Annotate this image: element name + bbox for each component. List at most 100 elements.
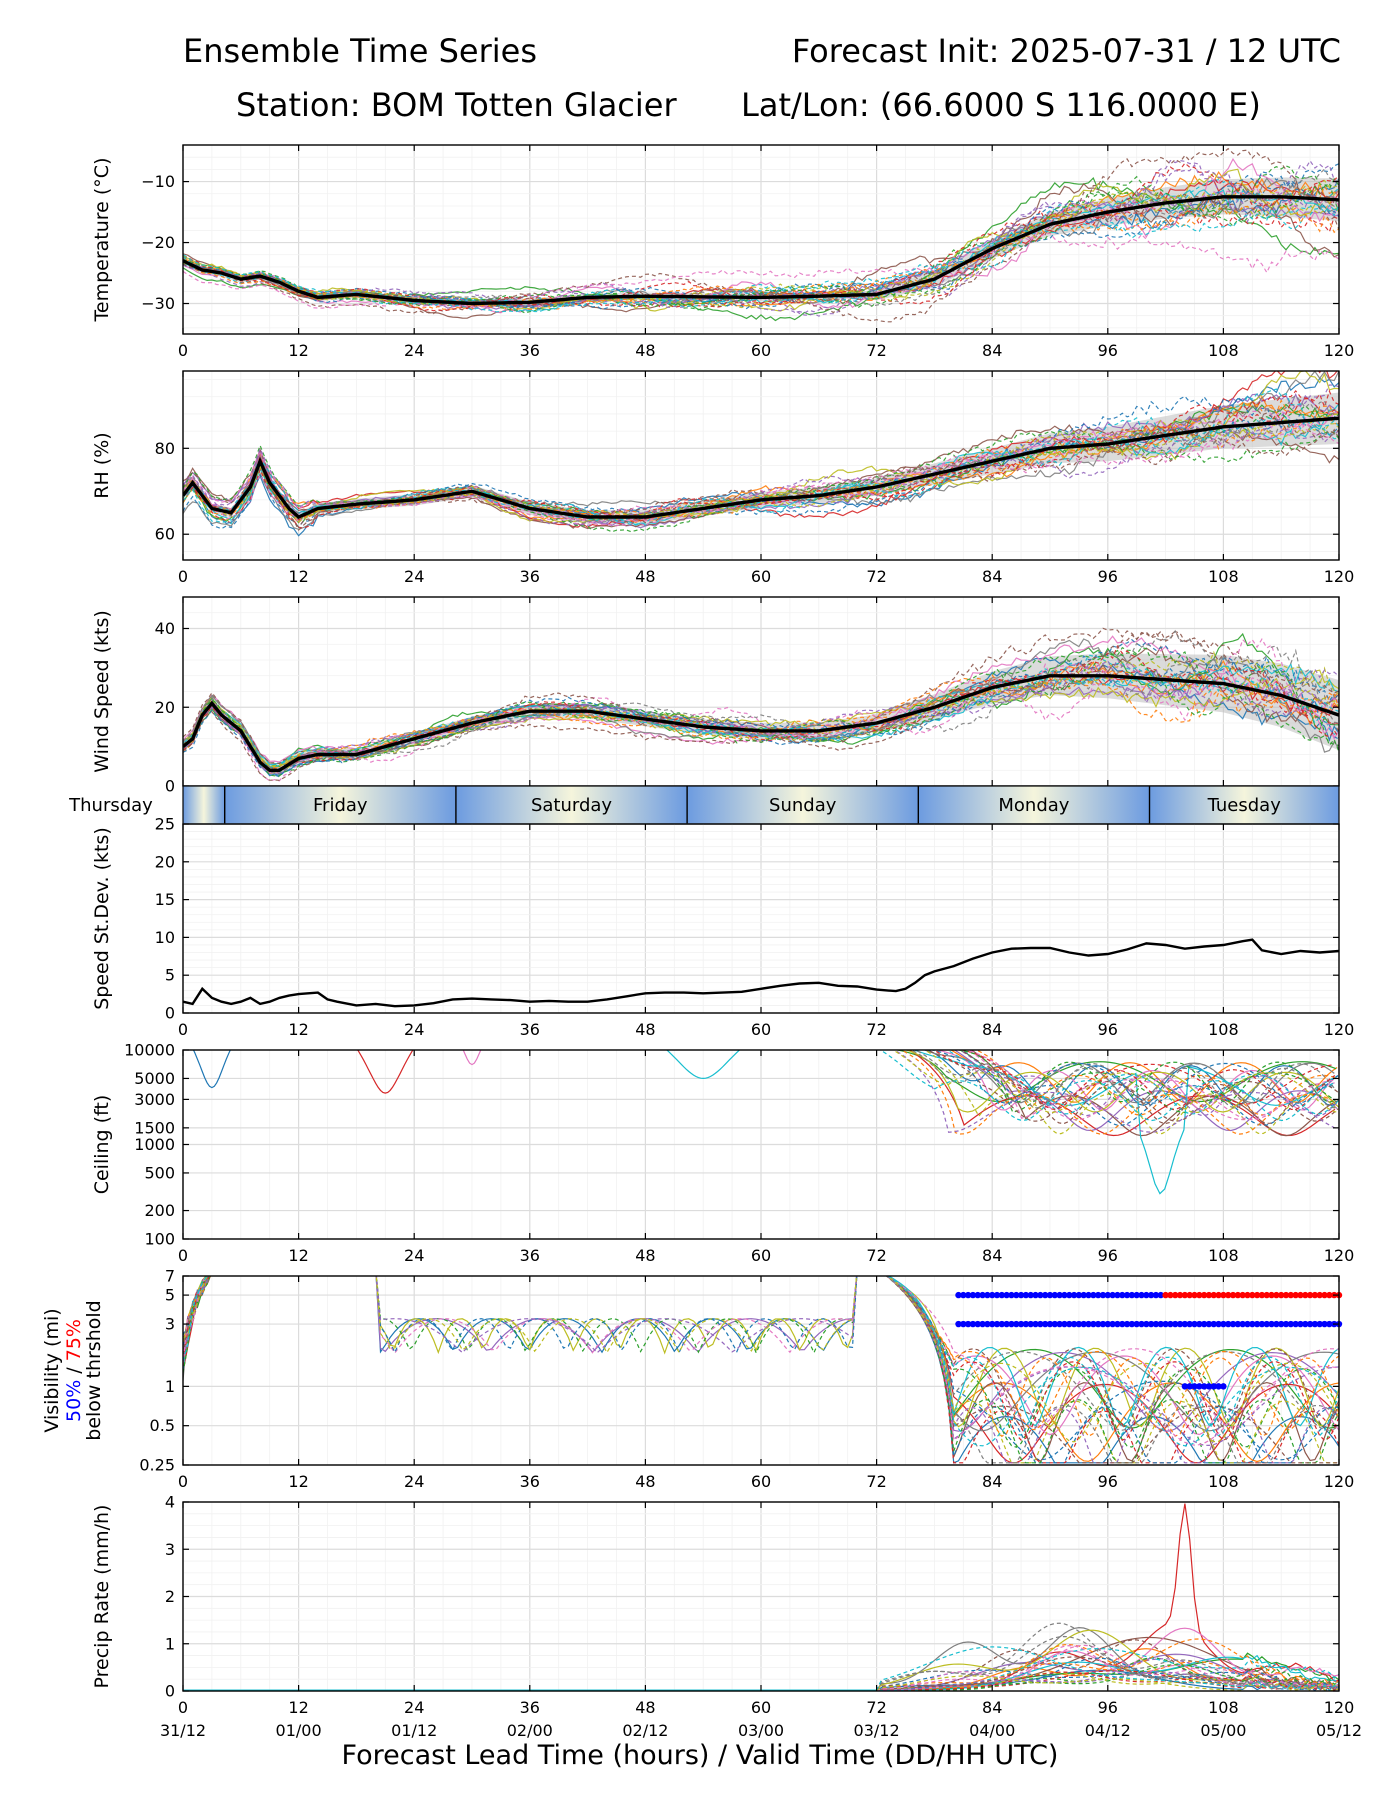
ceiling-xtick-label: 24 (404, 1246, 424, 1265)
visibility-member-line (183, 1276, 1339, 1464)
threshold-marker (1210, 1320, 1217, 1328)
speed_stdev-axes (182, 823, 1340, 1014)
threshold-marker (1229, 1291, 1237, 1299)
valid-time-label: 04/12 (1085, 1721, 1131, 1740)
precip-panel (182, 1501, 1340, 1692)
threshold-marker (1278, 1320, 1285, 1328)
visibility-member-line (183, 1276, 1339, 1429)
threshold-marker (1205, 1383, 1213, 1390)
visibility-ytick-label: 0.5 (150, 1416, 175, 1435)
threshold-marker (1282, 1291, 1290, 1299)
ceiling-ytick-label: 10000 (124, 1041, 175, 1060)
visibility-member-line (183, 1276, 1339, 1448)
threshold-marker (1273, 1320, 1280, 1328)
threshold-marker (1220, 1291, 1227, 1299)
latlon-title: Lat/Lon: (66.6000 S 116.0000 E) (741, 86, 1261, 124)
rh-member-line (183, 412, 1339, 520)
temperature-panel (182, 144, 1340, 334)
threshold-marker (1282, 1320, 1290, 1328)
speed_stdev-xtick-label: 24 (404, 1020, 424, 1039)
precip-xtick-label: 12 (288, 1698, 308, 1717)
threshold-marker (1321, 1320, 1328, 1328)
threshold-marker (1196, 1291, 1203, 1299)
ceiling-member-line (956, 1050, 1337, 1103)
visibility-threshold-legend: 50% / 75% (63, 1319, 85, 1422)
visibility-ytick-label: 0.25 (139, 1456, 175, 1475)
threshold-marker (1051, 1320, 1059, 1328)
rh-panel (182, 371, 1340, 560)
threshold-marker (974, 1320, 981, 1328)
visibility-member-line (183, 1276, 1339, 1463)
threshold-marker (1013, 1291, 1020, 1299)
ceiling-xtick-label: 108 (1208, 1246, 1239, 1265)
rh-member-line (183, 389, 1339, 525)
ceiling-ytick-label: 1000 (134, 1135, 175, 1154)
temperature-axes (182, 144, 1340, 335)
threshold-marker (964, 1320, 972, 1328)
threshold-marker (1066, 1320, 1073, 1328)
rh-ytick-label: 80 (155, 439, 175, 458)
temperature-member-line (183, 227, 1339, 309)
threshold-marker (1152, 1320, 1160, 1328)
rh-member-line (183, 395, 1339, 530)
precip-xtick-label: 96 (1098, 1698, 1118, 1717)
ceiling-xtick-label: 0 (178, 1246, 188, 1265)
wind-ytick-label: 20 (155, 698, 175, 717)
ceiling-members (192, 1050, 1339, 1195)
threshold-marker (1061, 1291, 1068, 1299)
threshold-marker (1114, 1291, 1121, 1299)
temperature-ensemble-mean (183, 195, 1339, 306)
threshold-marker (1133, 1320, 1140, 1328)
threshold-marker (1143, 1291, 1150, 1299)
threshold-marker (974, 1291, 981, 1299)
threshold-marker (1075, 1291, 1083, 1299)
threshold-marker (1186, 1320, 1193, 1328)
threshold-marker (1056, 1291, 1063, 1299)
rh-xtick-label: 12 (288, 567, 308, 586)
x-axis-label: Forecast Lead Time (hours) / Valid Time … (341, 1740, 1059, 1771)
threshold-marker (979, 1320, 986, 1328)
ceiling-member-line (966, 1050, 1335, 1121)
station-title: Station: BOM Totten Glacier (236, 86, 677, 124)
threshold-marker (993, 1291, 1001, 1299)
visibility-member-line (183, 1276, 1339, 1428)
threshold-marker (1022, 1320, 1030, 1328)
day-label: Thursday (68, 795, 153, 816)
precip-xtick-label: 60 (751, 1698, 771, 1717)
ceiling-xtick-label: 48 (635, 1246, 655, 1265)
ceiling-xtick-label: 36 (520, 1246, 540, 1265)
visibility-member-line (183, 1276, 1339, 1432)
precip-xtick-label: 48 (635, 1698, 655, 1717)
threshold-marker (1147, 1320, 1155, 1328)
rh-xtick-label: 120 (1324, 567, 1355, 586)
threshold-marker (1046, 1320, 1054, 1328)
title-left: Ensemble Time Series (183, 32, 537, 70)
threshold-marker (1070, 1291, 1078, 1299)
visibility-panel (182, 1275, 1343, 1466)
threshold-marker (1119, 1320, 1126, 1328)
precip-xtick-label: 0 (178, 1698, 188, 1717)
speed_stdev-ytick-label: 15 (155, 890, 175, 909)
threshold-marker (1008, 1320, 1015, 1328)
ceiling-member-line (462, 1050, 482, 1066)
ceiling-ytick-label: 500 (144, 1163, 175, 1182)
wind-ytick-label: 0 (165, 777, 175, 796)
rh-xtick-label: 84 (982, 567, 1002, 586)
threshold-marker (1003, 1320, 1010, 1328)
threshold-marker (1041, 1320, 1049, 1328)
visibility-ytick-label: 5 (165, 1286, 175, 1305)
threshold-50-label: 50% (63, 1380, 85, 1422)
rh-member-line (183, 411, 1339, 527)
temperature-member-line (183, 179, 1339, 313)
speed_stdev-ytick-label: 5 (165, 966, 175, 985)
threshold-marker (1210, 1383, 1217, 1390)
ceiling-member-line (909, 1050, 1336, 1109)
temperature-member-line (183, 163, 1339, 311)
threshold-marker (1143, 1320, 1150, 1328)
temperature-xtick-label: 96 (1098, 341, 1118, 360)
rh-xtick-label: 24 (404, 567, 424, 586)
visibility-ytick-label: 1 (165, 1377, 175, 1396)
ceiling-member-line (665, 1050, 741, 1080)
rh-xtick-label: 108 (1208, 567, 1239, 586)
